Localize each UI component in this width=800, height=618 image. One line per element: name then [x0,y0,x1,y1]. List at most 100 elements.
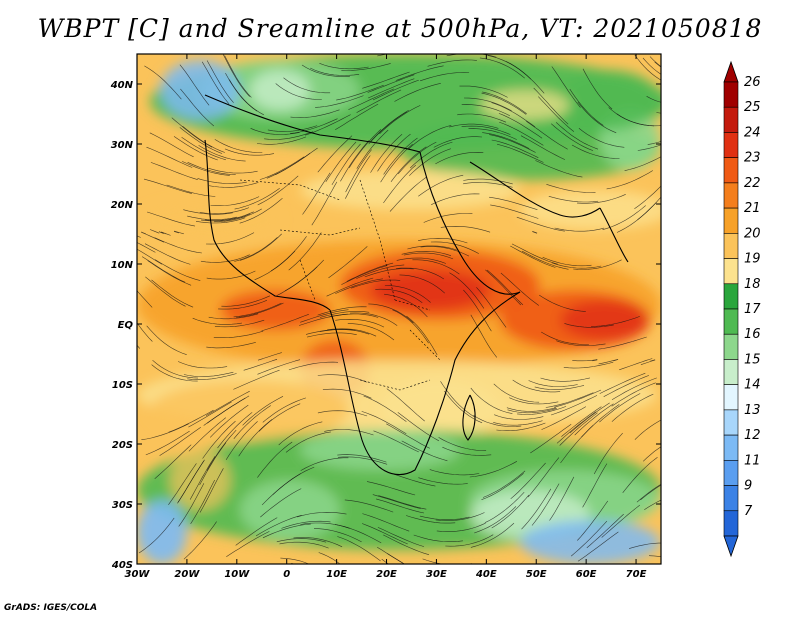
streamline [366,481,416,496]
streamline [599,393,641,423]
y-axis: 40N 30N 20N 10N EQ 10S 20S 30S 40S [110,80,661,571]
streamline [362,71,410,89]
streamline [646,96,661,103]
streamline [250,128,300,135]
streamline [225,72,258,112]
streamline [257,175,299,206]
streamline [578,128,625,148]
streamline [499,121,544,146]
streamline [288,361,339,371]
streamline [644,499,661,510]
streamline [530,423,572,454]
streamline [521,488,552,530]
colorbar-label: 12 [744,428,761,443]
streamline [150,162,198,180]
streamline [521,250,569,270]
streamline [188,401,232,428]
streamline [137,301,138,303]
map-panel [137,54,661,564]
streamline [420,246,470,257]
colorbar-segment [723,308,739,335]
streamline [310,67,360,76]
streamline [208,167,258,174]
streamline [337,454,387,463]
streamline [174,230,184,235]
streamline [207,395,250,424]
streamline [341,265,388,285]
streamline [206,429,237,471]
streamline [556,340,606,347]
y-tick-label: 30S [112,500,133,511]
streamline [214,139,263,153]
y-tick-label: 10N [111,260,134,271]
streamline [573,259,622,270]
streamline [348,129,382,168]
country-border [359,379,431,391]
streamline [145,430,190,456]
streamline [563,361,614,369]
streamline [256,136,307,145]
streamline [482,91,527,115]
streamline [642,57,661,75]
streamline [409,148,451,176]
streamline [640,359,656,365]
streamline [598,336,647,350]
country-border [409,329,441,361]
y-tick-label: 40N [110,80,134,91]
streamline [531,483,560,526]
streamline [221,295,271,307]
streamline [239,197,283,224]
streamline [564,323,614,328]
streamline [449,123,499,129]
streamline [209,182,259,188]
streamline [200,254,250,263]
streamline [200,213,251,222]
streamline [349,312,398,326]
streamline [403,252,454,260]
streamline [493,420,543,426]
streamline [560,425,594,464]
streamline [266,152,311,179]
streamline [571,520,608,557]
streamline [234,188,280,210]
streamline [243,359,278,371]
streamline [235,302,284,318]
streamline [178,483,205,527]
streamline [551,395,598,416]
streamline [375,288,423,304]
colorbar-segment [723,132,739,158]
streamline [177,361,228,369]
streamline [481,92,527,115]
streamline [197,178,247,184]
streamline [555,122,599,150]
streamline [255,515,302,537]
streamline [276,538,327,543]
streamline [254,250,296,281]
streamline [383,164,416,204]
streamline [642,446,661,462]
streamline [497,143,544,163]
streamline [305,328,356,335]
streamline [493,383,540,403]
colorbar-label: 26 [744,75,761,90]
streamline [479,57,525,79]
colorbar-label: 15 [744,352,761,367]
streamline [201,61,230,105]
streamline [285,431,331,453]
streamline [546,184,596,193]
streamline [571,144,620,159]
streamline [149,132,194,158]
y-tick-label: 20S [112,440,133,451]
streamline [317,374,367,383]
streamline [418,237,468,244]
streamline [261,314,309,332]
streamline [379,105,421,135]
streamline [419,515,470,520]
streamline [507,408,557,414]
streamline [233,302,282,318]
country-border [279,227,361,236]
streamline [598,359,619,365]
streamline [363,395,407,422]
colorbar-label: 19 [744,252,761,267]
colorbar-segment [723,510,739,537]
